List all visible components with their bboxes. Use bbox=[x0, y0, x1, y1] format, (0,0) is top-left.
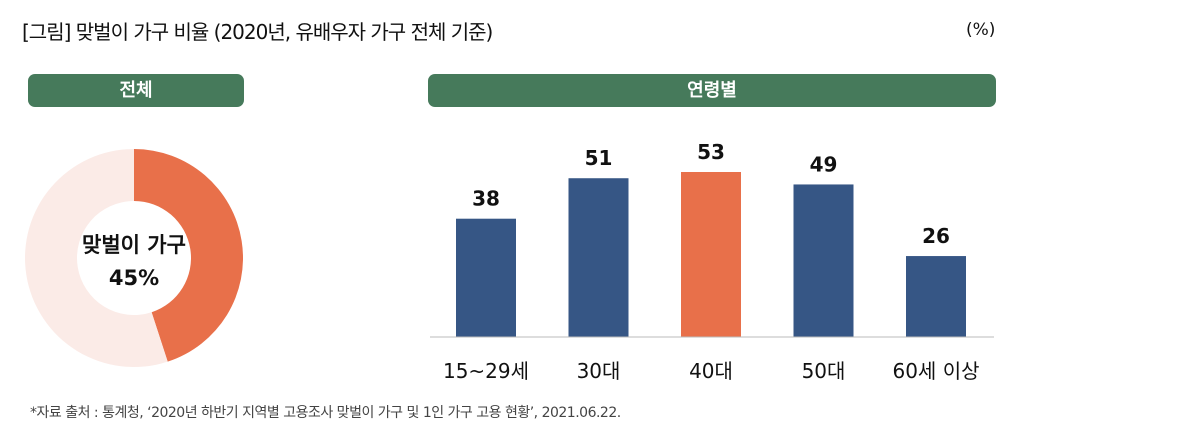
bar-value-label: 53 bbox=[697, 140, 725, 164]
overall-panel-header: 전체 bbox=[28, 74, 244, 107]
bar bbox=[681, 172, 741, 337]
source-note: *자료 출처 : 통계청, ‘2020년 하반기 지역별 고용조사 맞벌이 가구… bbox=[30, 405, 621, 421]
figure-title: [그림] 맞벌이 가구 비율 (2020년, 유배우자 가구 전체 기준) bbox=[22, 20, 493, 44]
category-label: 50대 bbox=[802, 359, 846, 383]
donut-center-value: 45% bbox=[109, 266, 159, 290]
bar bbox=[568, 178, 629, 337]
bar bbox=[906, 256, 966, 337]
donut-center-label: 맞벌이 가구 bbox=[82, 233, 186, 257]
category-label: 15~29세 bbox=[443, 359, 529, 383]
bar-value-label: 51 bbox=[585, 146, 613, 170]
bar-chart: 38 15~29세 51 30대 53 40대 49 50대 26 60세 이상 bbox=[430, 140, 994, 383]
bar bbox=[456, 218, 516, 337]
donut-chart bbox=[24, 149, 243, 367]
age-panel-header: 연령별 bbox=[428, 74, 996, 107]
bar-value-label: 49 bbox=[810, 152, 838, 176]
unit-label: (%) bbox=[966, 20, 996, 40]
donut-slice bbox=[24, 149, 168, 367]
category-label: 40대 bbox=[689, 359, 733, 383]
bar-value-label: 26 bbox=[922, 224, 950, 248]
category-label: 30대 bbox=[577, 359, 621, 383]
category-label: 60세 이상 bbox=[892, 359, 979, 383]
bar-value-label: 38 bbox=[472, 187, 500, 211]
bar bbox=[793, 184, 854, 337]
donut-slice bbox=[134, 149, 243, 362]
